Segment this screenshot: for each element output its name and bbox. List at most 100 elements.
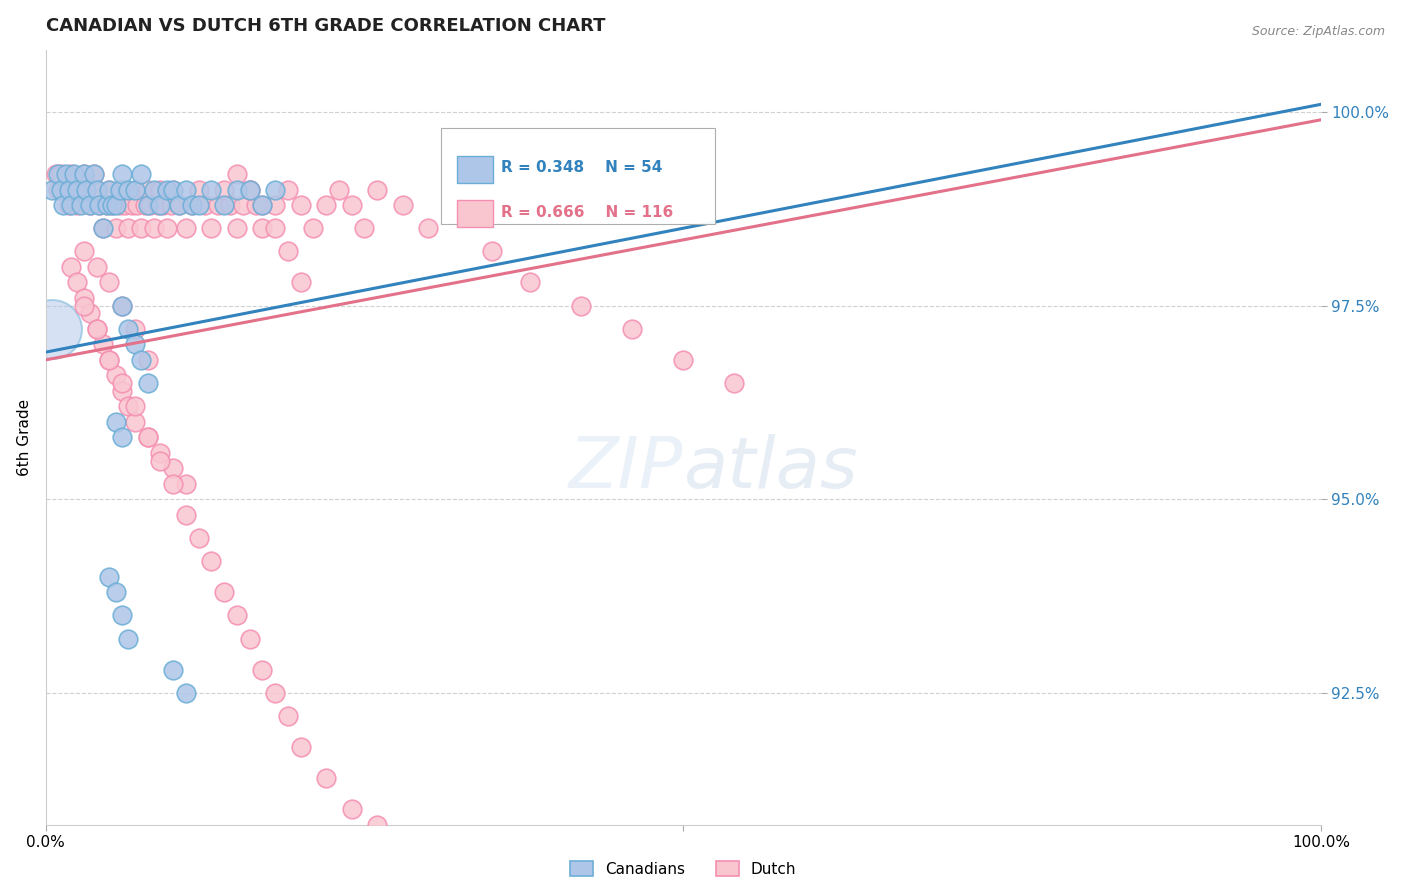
FancyBboxPatch shape [457, 156, 494, 183]
Point [481, 244, 503, 259]
Point [111, 299, 134, 313]
Point [124, 182, 146, 196]
Point [277, 709, 299, 723]
Point [96, 198, 118, 212]
Point [225, 182, 247, 196]
Point [41, 182, 63, 196]
Point [49, 182, 72, 196]
Point [60, 260, 83, 274]
Point [129, 221, 152, 235]
Point [174, 686, 197, 700]
Point [66, 198, 89, 212]
Point [212, 585, 235, 599]
Point [134, 198, 156, 212]
Point [290, 276, 312, 290]
Point [200, 221, 222, 235]
Point [159, 198, 181, 212]
Point [66, 276, 89, 290]
Point [86, 182, 108, 196]
Point [162, 461, 184, 475]
Point [277, 182, 299, 196]
Point [239, 182, 262, 196]
Point [723, 376, 745, 391]
Point [129, 352, 152, 367]
Point [264, 221, 287, 235]
Point [96, 198, 118, 212]
Point [252, 663, 274, 677]
Point [73, 167, 96, 181]
Text: CANADIAN VS DUTCH 6TH GRADE CORRELATION CHART: CANADIAN VS DUTCH 6TH GRADE CORRELATION … [45, 17, 605, 35]
Point [124, 400, 146, 414]
Point [366, 817, 388, 831]
Point [49, 167, 72, 181]
Point [104, 415, 127, 429]
Point [169, 198, 191, 212]
Point [91, 221, 114, 235]
Point [87, 198, 110, 212]
Point [136, 198, 159, 212]
Point [315, 198, 337, 212]
Point [86, 260, 108, 274]
Point [98, 352, 121, 367]
Point [66, 182, 89, 196]
Text: ZIP: ZIP [569, 434, 683, 503]
Point [152, 198, 174, 212]
Point [111, 384, 134, 398]
Point [70, 182, 93, 196]
Point [124, 322, 146, 336]
Point [672, 352, 695, 367]
Y-axis label: 6th Grade: 6th Grade [17, 399, 32, 476]
Point [53, 182, 76, 196]
Point [212, 182, 235, 196]
Point [117, 322, 139, 336]
Point [117, 221, 139, 235]
Point [86, 322, 108, 336]
Point [139, 198, 162, 212]
Point [290, 198, 312, 212]
Point [169, 198, 191, 212]
Point [46, 182, 69, 196]
Point [219, 198, 242, 212]
Point [162, 476, 184, 491]
Point [86, 322, 108, 336]
Point [41, 322, 63, 336]
Point [104, 368, 127, 383]
Point [127, 198, 149, 212]
Point [225, 221, 247, 235]
Point [156, 182, 179, 196]
Text: R = 0.348    N = 54: R = 0.348 N = 54 [501, 161, 662, 176]
Point [162, 663, 184, 677]
Point [124, 182, 146, 196]
Point [111, 167, 134, 181]
Point [143, 182, 166, 196]
Point [366, 182, 388, 196]
Point [124, 415, 146, 429]
Point [91, 337, 114, 351]
Point [60, 198, 83, 212]
Point [83, 167, 105, 181]
Point [111, 608, 134, 623]
Point [252, 221, 274, 235]
Point [315, 771, 337, 785]
Point [73, 167, 96, 181]
Point [79, 198, 101, 212]
Point [225, 608, 247, 623]
Point [121, 198, 143, 212]
Point [73, 291, 96, 305]
Point [174, 476, 197, 491]
Point [79, 306, 101, 320]
Point [277, 244, 299, 259]
Point [73, 244, 96, 259]
Point [111, 299, 134, 313]
Point [87, 198, 110, 212]
Point [91, 221, 114, 235]
Point [149, 182, 172, 196]
Point [207, 198, 229, 212]
Point [104, 221, 127, 235]
Point [108, 182, 131, 196]
Point [117, 632, 139, 646]
Point [239, 182, 262, 196]
Point [98, 352, 121, 367]
Point [79, 198, 101, 212]
Point [101, 198, 124, 212]
